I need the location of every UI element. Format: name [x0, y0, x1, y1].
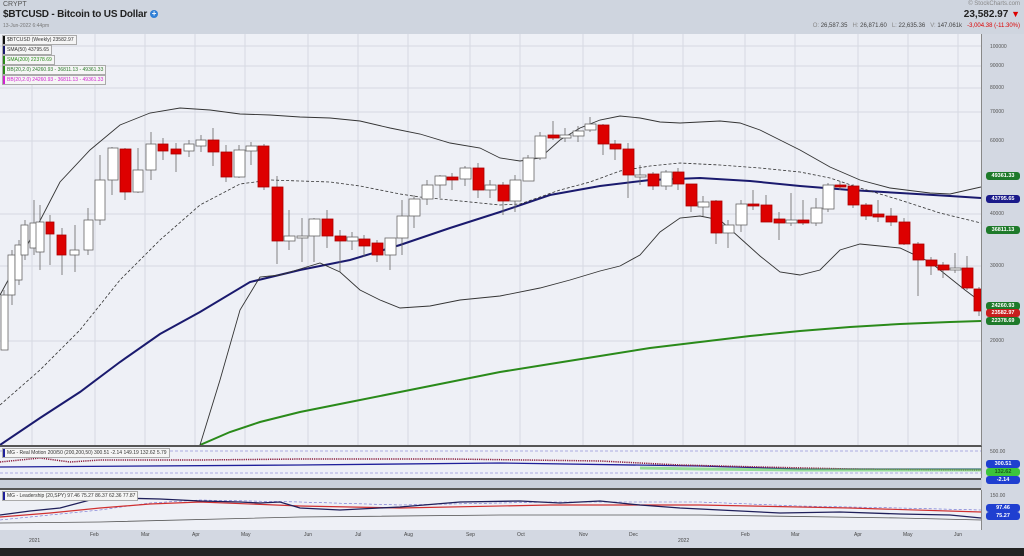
y-label: 100000 [990, 44, 1007, 50]
bb-middle-line [0, 162, 981, 406]
x-label: Mar [141, 532, 150, 538]
bottom-bar [0, 548, 1024, 556]
x-label: 2021 [29, 538, 41, 544]
x-label: Feb [741, 532, 750, 538]
leadership-panel[interactable]: MG - Leadership (20,SPY) 97.46 75.27 86.… [0, 490, 982, 530]
x-label: Mar [791, 532, 800, 538]
x-label: May [903, 532, 913, 538]
ld-tag-2: 75.27 [986, 512, 1020, 520]
real-motion-legend[interactable]: MG - Real Motion 200/50 (200,200,50) 300… [2, 448, 170, 458]
x-label: Nov [579, 532, 588, 538]
price-plot[interactable]: $BTCUSD (Weekly) 23582.97 SMA(50) 43795.… [0, 34, 982, 447]
legend-swatch [3, 66, 5, 74]
leadership-legend[interactable]: MG - Leadership (20,SPY) 97.46 75.27 86.… [2, 491, 139, 501]
sma200-tag: 22378.69 [986, 317, 1020, 325]
rm-tag-2: 132.62 [986, 468, 1020, 476]
bb-mid-tag: 36811.13 [986, 226, 1020, 234]
x-label: Jul [355, 532, 362, 538]
legend-swatch [3, 76, 5, 84]
legend-price[interactable]: $BTCUSD (Weekly) 23582.97 [2, 35, 77, 45]
rm-tag-3: -2.14 [986, 476, 1020, 484]
panel-divider [0, 488, 981, 490]
candles [0, 117, 981, 351]
legend-swatch [3, 492, 5, 500]
sma200-line [199, 320, 981, 445]
last-price-value: 23,582.97 [963, 9, 1009, 20]
y-label: 90000 [990, 63, 1004, 69]
real-motion-panel[interactable]: MG - Real Motion 200/50 (200,200,50) 300… [0, 447, 982, 478]
rm-tag-1: 300.51 [986, 460, 1020, 468]
x-label: Dec [629, 532, 638, 538]
x-label: Aug [404, 532, 413, 538]
low-label: L: [891, 23, 897, 29]
x-label: May [241, 532, 251, 538]
real-motion-svg [0, 450, 981, 474]
high-value: 26,871.60 [860, 23, 887, 29]
sma50-tag: 43795.65 [986, 195, 1020, 203]
x-label: Oct [517, 532, 525, 538]
legend-price-text: $BTCUSD (Weekly) 23582.97 [7, 37, 74, 43]
rm-axis-label: 500.00 [990, 449, 1006, 455]
leadership-svg [0, 497, 981, 524]
volume-label: V: [930, 23, 936, 29]
low-value: 22,635.36 [898, 23, 926, 29]
ld-axis-label: 150.00 [990, 493, 1006, 499]
x-label: Apr [854, 532, 862, 538]
exchange-label: CRYPT [3, 1, 27, 8]
y-label: 20000 [990, 338, 1004, 344]
y-label: 40000 [990, 211, 1004, 217]
last-price: 23,582.97 ▼ [964, 9, 1020, 20]
x-label: Feb [90, 532, 99, 538]
y-axis[interactable]: 100000 90000 80000 70000 60000 40000 300… [982, 34, 1024, 530]
open-label: O: [812, 23, 820, 29]
bb-lower-tag: 24260.93 [986, 302, 1020, 310]
price-change: -3,004.38 (-11.30%) [967, 23, 1020, 29]
legend-swatch [3, 36, 5, 44]
copyright: © StockCharts.com [968, 1, 1020, 7]
bb-lower-line [199, 215, 981, 445]
ld-tag-1: 97.46 [986, 504, 1020, 512]
legend-swatch [3, 449, 5, 457]
panel-divider [0, 478, 981, 480]
x-axis[interactable]: 2021 Feb Mar Apr May Jun Jul Aug Sep Oct… [0, 530, 1024, 548]
legend-swatch [3, 46, 5, 54]
legend-swatch [3, 56, 5, 64]
chart-date: 13-Jun-2022 6:44pm [3, 23, 50, 29]
gridlines [0, 34, 981, 445]
bb-upper-tag: 49361.33 [986, 172, 1020, 180]
open-value: 26,587.35 [820, 23, 848, 29]
x-label: 2022 [678, 538, 690, 544]
add-symbol-icon[interactable]: + [150, 9, 159, 18]
x-label: Sep [466, 532, 475, 538]
x-label: Jun [954, 532, 963, 538]
price-tag: 23582.97 [986, 309, 1020, 317]
real-motion-title: MG - Real Motion 200/50 (200,200,50) 300… [7, 450, 167, 456]
x-label: Apr [192, 532, 200, 538]
legend-sma50[interactable]: SMA(50) 43795.65 [2, 45, 52, 55]
down-arrow-icon: ▼ [1011, 9, 1020, 19]
volume-value: 147.061k [937, 23, 963, 29]
y-label: 30000 [990, 263, 1004, 269]
sma50-line [0, 176, 981, 445]
legend-sma50-text: SMA(50) 43795.65 [7, 47, 49, 53]
leadership-title: MG - Leadership (20,SPY) 97.46 75.27 86.… [7, 493, 136, 499]
high-label: H: [852, 23, 859, 29]
y-label: 80000 [990, 85, 1004, 91]
legend-bb1-text: BB(20,2.0) 24260.93 - 36811.13 - 49361.3… [7, 67, 104, 73]
price-chart-svg [0, 34, 981, 445]
x-label: Jun [304, 532, 313, 538]
chart-title: $BTCUSD - Bitcoin to US Dollar + [3, 9, 159, 20]
legend-bb2-text: BB(20,2.0) 24260.93 - 36811.13 - 49361.3… [7, 77, 104, 83]
legend-sma200-text: SMA(200) 22378.69 [7, 57, 52, 63]
symbol-title: $BTCUSD - Bitcoin to US Dollar [3, 9, 148, 20]
ohlc-summary: O: 26,587.35 H: 26,871.60 L: 22,635.36 V… [813, 23, 1020, 29]
legend-bb1[interactable]: BB(20,2.0) 24260.93 - 36811.13 - 49361.3… [2, 65, 107, 75]
legend-bb2[interactable]: BB(20,2.0) 24260.93 - 36811.13 - 49361.3… [2, 75, 107, 85]
legend-sma200[interactable]: SMA(200) 22378.69 [2, 55, 55, 65]
y-label: 60000 [990, 138, 1004, 144]
chart-header: CRYPT $BTCUSD - Bitcoin to US Dollar + 13… [0, 0, 1024, 34]
y-label: 70000 [990, 109, 1004, 115]
